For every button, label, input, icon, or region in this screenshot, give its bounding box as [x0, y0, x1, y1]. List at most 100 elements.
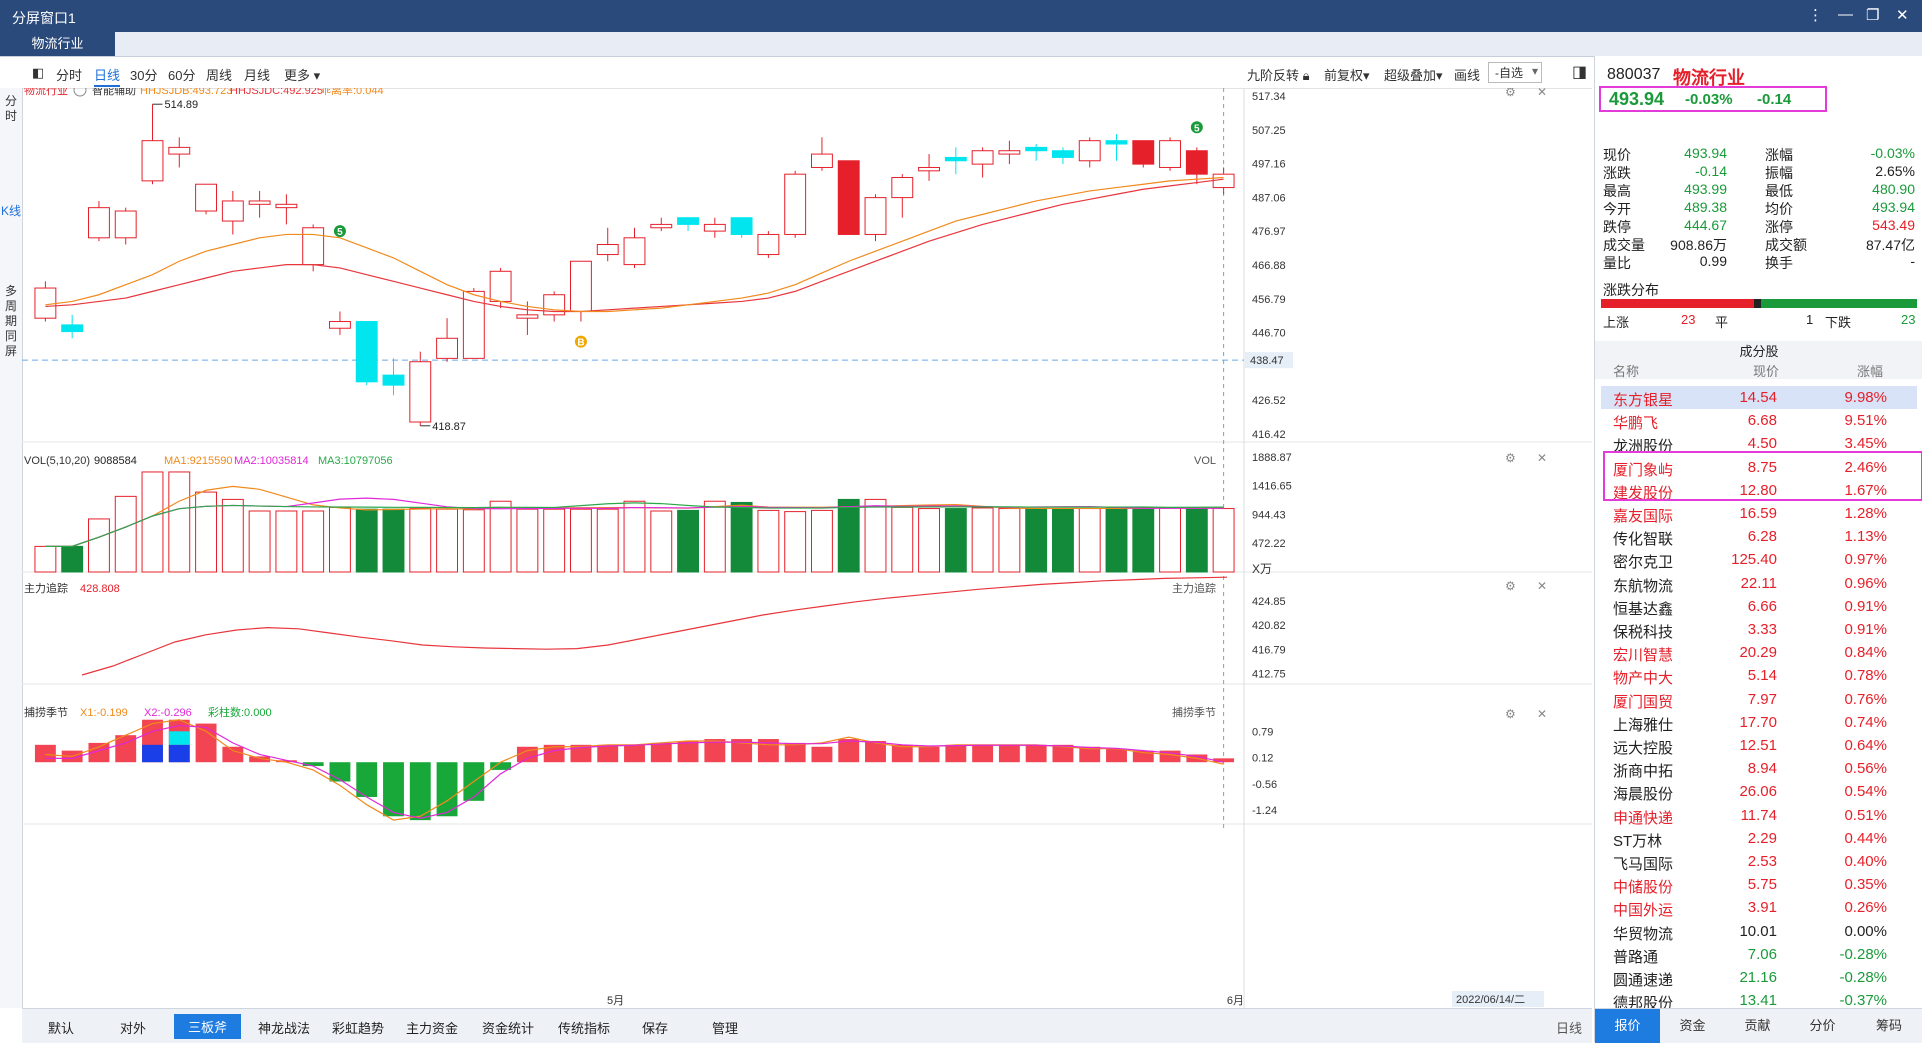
list-item[interactable]: 普路通 7.06 -0.28% [1601, 943, 1917, 966]
chart-area[interactable]: 517.34 507.25 497.16 487.06 476.97 466.88 456.… [22, 83, 1592, 1008]
list-item[interactable]: 德邦股份 13.41 -0.37% [1601, 989, 1917, 1012]
rtab-quote[interactable]: 报价 [1595, 1009, 1660, 1043]
col-name[interactable]: 名称 [1613, 364, 1640, 379]
nine-step-reverse-button[interactable]: 九阶反转 🔒︎ [1247, 65, 1310, 84]
tab-default[interactable]: 默认 [48, 1021, 75, 1036]
minimize-icon[interactable]: — [1838, 6, 1853, 23]
candle [168, 137, 191, 168]
candle [891, 174, 914, 218]
side-nav-kline[interactable]: K线 [0, 204, 21, 218]
list-item[interactable]: 浙商中拓 8.94 0.56% [1601, 757, 1917, 780]
quote-price: 493.94 [1609, 89, 1665, 109]
list-item[interactable]: 东方银星 14.54 9.98% [1601, 386, 1917, 409]
list-item[interactable]: 华贸物流 10.01 0.00% [1601, 920, 1917, 943]
tab-rainbow[interactable]: 彩虹趋势 [332, 1021, 385, 1036]
list-item[interactable]: 圆通速递 21.16 -0.28% [1601, 966, 1917, 989]
list-item[interactable]: 华鹏飞 6.68 9.51% [1601, 409, 1917, 432]
y-tick: 466.88 [1252, 260, 1286, 272]
side-nav: 分时 K线 多周期同屏 [0, 88, 23, 1008]
panel-toggle-icon[interactable]: ◨ [1572, 64, 1588, 81]
date-mode-label[interactable]: 日线 [1556, 1021, 1583, 1036]
tab-traditional[interactable]: 传统指标 [558, 1021, 611, 1036]
list-item[interactable]: 厦门象屿 8.75 2.46% [1601, 456, 1917, 479]
list-item[interactable]: 飞马国际 2.53 0.40% [1601, 850, 1917, 873]
candle [1132, 140, 1155, 168]
rtab-contribution[interactable]: 贡献 [1744, 1018, 1771, 1033]
stock-change: 0.40% [1844, 853, 1887, 870]
period-60min[interactable]: 60分 [168, 68, 196, 83]
tab-manage[interactable]: 管理 [712, 1021, 739, 1036]
stock-price: 5.75 [1747, 876, 1777, 894]
candle-body [302, 227, 325, 266]
period-intraday[interactable]: 分时 [56, 68, 83, 83]
quote-value: 2.65% [1875, 163, 1915, 179]
osc-bar [329, 762, 351, 782]
list-item[interactable]: 中储股份 5.75 0.35% [1601, 873, 1917, 896]
close-icon: ✕ [1537, 451, 1547, 465]
period-daily[interactable]: 日线 [94, 65, 121, 87]
list-item[interactable]: 宏川智慧 20.29 0.84% [1601, 641, 1917, 664]
col-price[interactable]: 现价 [1753, 364, 1780, 379]
tab-fund-stats[interactable]: 资金统计 [482, 1021, 535, 1036]
list-item[interactable]: 建发股份 12.80 1.67% [1601, 479, 1917, 502]
list-item[interactable]: 上海雅仕 17.70 0.74% [1601, 711, 1917, 734]
tab-external[interactable]: 对外 [120, 1021, 147, 1036]
osc-bar [677, 740, 699, 763]
quote-label: 跌停 [1603, 219, 1631, 235]
overlay-button[interactable]: 超级叠加▾ [1384, 65, 1443, 84]
list-item[interactable]: 恒基达鑫 6.66 0.91% [1601, 595, 1917, 618]
vol-ma3-line [45, 502, 1224, 547]
close-icon[interactable]: ✕ [1896, 7, 1909, 24]
list-item[interactable]: 东航物流 22.11 0.96% [1601, 572, 1917, 595]
list-item[interactable]: 嘉友国际 16.59 1.28% [1601, 502, 1917, 525]
list-item[interactable]: 远大控股 12.51 0.64% [1601, 734, 1917, 757]
col-change[interactable]: 涨幅 [1857, 364, 1884, 379]
adjust-button[interactable]: 前复权▾ [1324, 65, 1370, 84]
layout-toggle-icon[interactable]: ◧ [32, 65, 45, 80]
quote-value: 489.38 [1684, 199, 1727, 215]
list-item[interactable]: 中国外运 3.91 0.26% [1601, 896, 1917, 919]
period-weekly[interactable]: 周线 [206, 68, 233, 83]
stock-name: 德邦股份 [1613, 995, 1674, 1013]
volume-bar [382, 508, 405, 573]
rtab-fund[interactable]: 资金 [1679, 1018, 1706, 1033]
list-item[interactable]: ST万林 2.29 0.44% [1601, 827, 1917, 850]
tab-main-fund[interactable]: 主力资金 [406, 1021, 459, 1036]
tab-logistics[interactable]: 物流行业 [0, 32, 115, 56]
volume-bar [88, 518, 110, 573]
tab-three-axe[interactable]: 三板斧 [174, 1014, 242, 1039]
tab-dragon[interactable]: 神龙战法 [258, 1021, 311, 1036]
list-item[interactable]: 传化智联 6.28 1.13% [1601, 525, 1917, 548]
watchlist-select[interactable]: -自选 ▾ [1488, 62, 1542, 83]
draw-line-button[interactable]: 画线 [1454, 68, 1481, 83]
price-box: 493.94 -0.03% -0.14 [1599, 86, 1827, 112]
rtab-price-dist[interactable]: 分价 [1809, 1018, 1836, 1033]
candle [409, 351, 432, 426]
period-more[interactable]: 更多 ▾ [284, 65, 320, 84]
list-item[interactable]: 海晨股份 26.06 0.54% [1601, 780, 1917, 803]
dist-legend: 上涨 23 平 1 下跌 23 [1601, 312, 1917, 330]
period-30min[interactable]: 30分 [130, 68, 158, 83]
volume-bar [784, 511, 807, 573]
volume-bar [864, 498, 887, 573]
restore-icon[interactable]: ❐ [1866, 7, 1880, 24]
period-monthly[interactable]: 月线 [244, 68, 271, 83]
candle [703, 217, 726, 238]
high-label: 514.89 [165, 99, 199, 111]
kline-chart[interactable]: 517.34 507.25 497.16 487.06 476.97 466.88 456.… [22, 83, 1592, 1008]
stock-change: 0.26% [1844, 899, 1887, 917]
list-item[interactable]: 申通快递 11.74 0.51% [1601, 804, 1917, 827]
side-nav-intraday[interactable]: 分时 [4, 94, 17, 123]
settings-icon: ⚙ [1505, 88, 1516, 99]
quote-value: 480.90 [1872, 181, 1915, 197]
tab-save[interactable]: 保存 [642, 1021, 669, 1036]
list-item[interactable]: 物产中大 5.14 0.78% [1601, 664, 1917, 687]
list-item[interactable]: 龙洲股份 4.50 3.45% [1601, 432, 1917, 455]
list-item[interactable]: 厦门国贸 7.97 0.76% [1601, 688, 1917, 711]
rtab-chips[interactable]: 筹码 [1875, 1018, 1902, 1033]
menu-icon[interactable]: ⋮ [1808, 7, 1823, 24]
list-item[interactable]: 保税科技 3.33 0.91% [1601, 618, 1917, 641]
volume-bar [998, 508, 1021, 573]
side-nav-multi[interactable]: 多周期同屏 [4, 284, 17, 358]
list-item[interactable]: 密尔克卫 125.40 0.97% [1601, 548, 1917, 571]
